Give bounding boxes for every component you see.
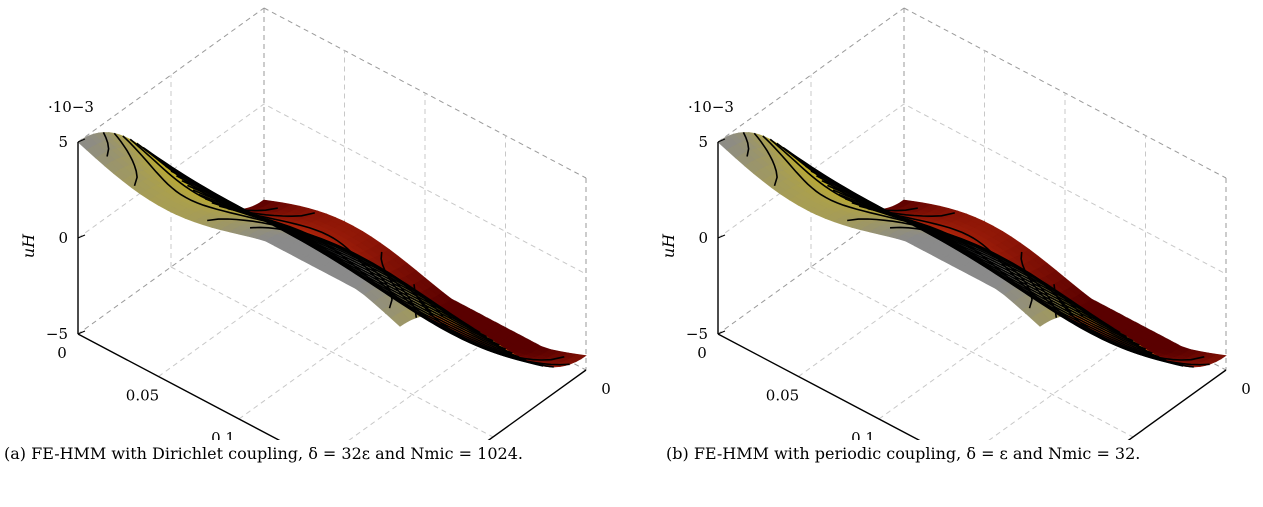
- contour-line: [847, 218, 1058, 318]
- z-tick-label: 5: [58, 133, 68, 151]
- caption-a: (a) FE-HMM with Dirichlet coupling, δ = …: [4, 444, 523, 463]
- x2-tick-label: 0: [57, 344, 67, 362]
- contour-line: [762, 135, 1073, 316]
- z-tick-label: 0: [698, 229, 708, 247]
- axes: [717, 138, 1227, 440]
- x2-tick-label: 0: [697, 344, 707, 362]
- contour-line: [122, 135, 433, 316]
- caption-b: (b) FE-HMM with periodic coupling, δ = ε…: [666, 444, 1141, 463]
- contour-line: [102, 132, 110, 157]
- contour-lines: [742, 132, 1210, 368]
- contour-line: [207, 218, 418, 318]
- z-axis-label: uH: [659, 233, 678, 258]
- contour-lines: [102, 132, 570, 368]
- x2-tick-label: 0.05: [126, 387, 159, 405]
- contour-line: [742, 132, 750, 157]
- x1-tick-label: 0: [1241, 380, 1251, 398]
- contour-line: [113, 132, 138, 187]
- x2-tick-label: 0.1: [211, 429, 235, 440]
- z-scale-label: ·10−3: [48, 98, 94, 116]
- z-tick-label: 0: [58, 229, 68, 247]
- x1-tick-label: 0: [601, 380, 611, 398]
- contour-line: [753, 132, 778, 187]
- axes: [77, 138, 587, 440]
- contour-line: [889, 226, 1033, 309]
- x2-tick-label: 0.05: [766, 387, 799, 405]
- z-axis-label: uH: [19, 233, 38, 258]
- z-tick-label: 5: [698, 133, 708, 151]
- x2-tick-label: 0.1: [851, 429, 875, 440]
- z-tick-label: −5: [46, 325, 68, 343]
- contour-line: [249, 226, 393, 309]
- z-tick-label: −5: [686, 325, 708, 343]
- z-scale-label: ·10−3: [688, 98, 734, 116]
